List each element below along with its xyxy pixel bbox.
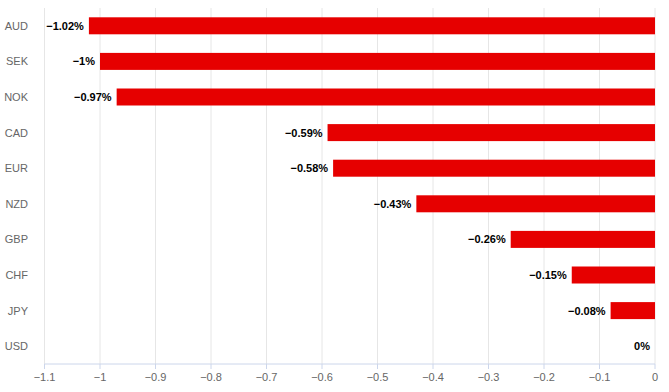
- tick-mark: [433, 364, 434, 369]
- bar: [100, 53, 655, 70]
- data-label: −0.15%: [529, 269, 567, 281]
- data-label: −0.58%: [290, 162, 328, 174]
- category-label: NOK: [4, 91, 29, 103]
- tick-mark: [266, 364, 267, 369]
- data-label: −0.43%: [374, 198, 412, 210]
- chart-container: −1.1 −1 −0.9 −0.8 −0.7 −0.6 −0.5 −0.4 −0.3 −0.2 −0…: [0, 0, 669, 392]
- tick-label: −1: [94, 371, 107, 383]
- tick-mark: [377, 364, 378, 369]
- tick-label: −0.8: [200, 371, 222, 383]
- category-label: GBP: [5, 233, 28, 245]
- bar: [117, 89, 655, 106]
- tick-mark: [322, 364, 323, 369]
- tick-label: −0.3: [478, 371, 500, 383]
- tick-mark: [655, 364, 656, 369]
- tick-mark: [211, 364, 212, 369]
- bar: [416, 195, 655, 212]
- category-label: SEK: [6, 55, 29, 67]
- tick-label: 0: [652, 371, 658, 383]
- data-label: −0.08%: [568, 305, 606, 317]
- category-label: CAD: [5, 127, 28, 139]
- axis-line: [45, 364, 656, 365]
- tick-mark: [599, 364, 600, 369]
- tick-mark: [488, 364, 489, 369]
- tick-label: −0.5: [367, 371, 389, 383]
- category-label: CHF: [5, 269, 28, 281]
- data-label: 0%: [634, 340, 650, 352]
- data-label: −1.02%: [46, 20, 84, 32]
- tick-label: −0.1: [589, 371, 611, 383]
- tick-label: −0.9: [145, 371, 167, 383]
- bar: [611, 302, 655, 319]
- tick-label: −1.1: [34, 371, 56, 383]
- chart-svg: −1.1 −1 −0.9 −0.8 −0.7 −0.6 −0.5 −0.4 −0.3 −0.2 −0…: [0, 0, 669, 392]
- bar: [511, 231, 655, 248]
- tick-label: −0.6: [311, 371, 333, 383]
- tick-mark: [100, 364, 101, 369]
- tick-mark: [44, 364, 45, 369]
- bar: [89, 17, 655, 34]
- category-label: NZD: [5, 198, 28, 210]
- category-label: USD: [5, 340, 28, 352]
- y-axis: AUD SEK NOK CAD EUR NZD GBP CHF JPY USD: [4, 20, 29, 352]
- bar: [572, 267, 655, 284]
- tick-mark: [155, 364, 156, 369]
- bar: [333, 160, 655, 177]
- tick-mark: [544, 364, 545, 369]
- tick-label: −0.2: [533, 371, 555, 383]
- bar: [655, 338, 656, 355]
- category-label: EUR: [5, 162, 28, 174]
- x-axis: −1.1 −1 −0.9 −0.8 −0.7 −0.6 −0.5 −0.4 −0.3 −0.2 −0…: [34, 364, 658, 383]
- data-label: −0.59%: [285, 127, 323, 139]
- data-labels: −1.02% −1% −0.97% −0.59% −0.58% −0.43% −0.26% −…: [46, 20, 650, 352]
- category-label: AUD: [5, 20, 28, 32]
- bars: [89, 17, 655, 319]
- data-label: −0.97%: [74, 91, 112, 103]
- grid: [45, 8, 656, 364]
- data-label: −0.26%: [468, 233, 506, 245]
- category-label: JPY: [8, 305, 29, 317]
- bar: [328, 124, 655, 141]
- tick-label: −0.4: [422, 371, 444, 383]
- tick-label: −0.7: [256, 371, 278, 383]
- grid-line: [44, 8, 45, 364]
- data-label: −1%: [73, 55, 96, 67]
